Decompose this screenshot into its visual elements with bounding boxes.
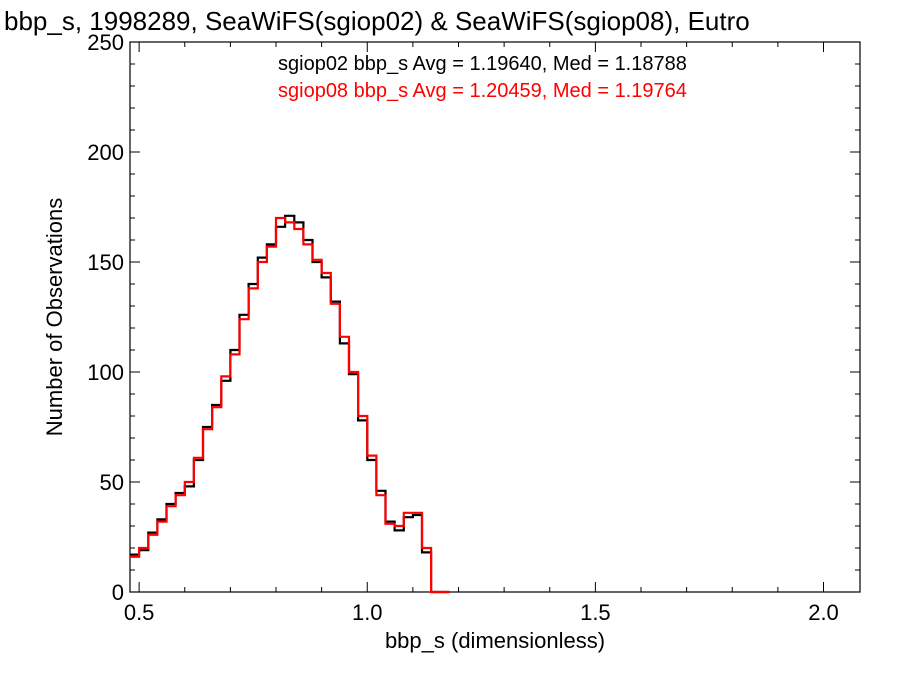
- y-tick-label: 100: [87, 360, 124, 385]
- chart-title: bbp_s, 1998289, SeaWiFS(sgiop02) & SeaWi…: [4, 6, 750, 36]
- y-tick-label: 50: [100, 470, 124, 495]
- histogram-series-1: [130, 216, 450, 594]
- axis-ticks: 0.5 1.0 1.5 2.0 0 50 100 150 200 250: [87, 30, 860, 625]
- y-tick-label: 150: [87, 250, 124, 275]
- annotation-sgiop08: sgiop08 bbp_s Avg = 1.20459, Med = 1.197…: [278, 80, 687, 102]
- plot-frame: [129, 41, 861, 593]
- histogram-series-0: [130, 214, 450, 594]
- y-axis-label: Number of Observations: [42, 198, 67, 436]
- y-tick-label: 200: [87, 140, 124, 165]
- x-tick-label: 2.0: [808, 600, 839, 625]
- x-tick-label: 0.5: [124, 600, 155, 625]
- x-tick-label: 1.5: [580, 600, 611, 625]
- series-layer: [130, 214, 450, 594]
- y-tick-label: 250: [87, 30, 124, 55]
- y-tick-label: 0: [112, 580, 124, 605]
- annotation-sgiop02: sgiop02 bbp_s Avg = 1.19640, Med = 1.187…: [278, 53, 687, 75]
- x-axis-label: bbp_s (dimensionless): [385, 628, 605, 653]
- x-tick-label: 1.0: [352, 600, 383, 625]
